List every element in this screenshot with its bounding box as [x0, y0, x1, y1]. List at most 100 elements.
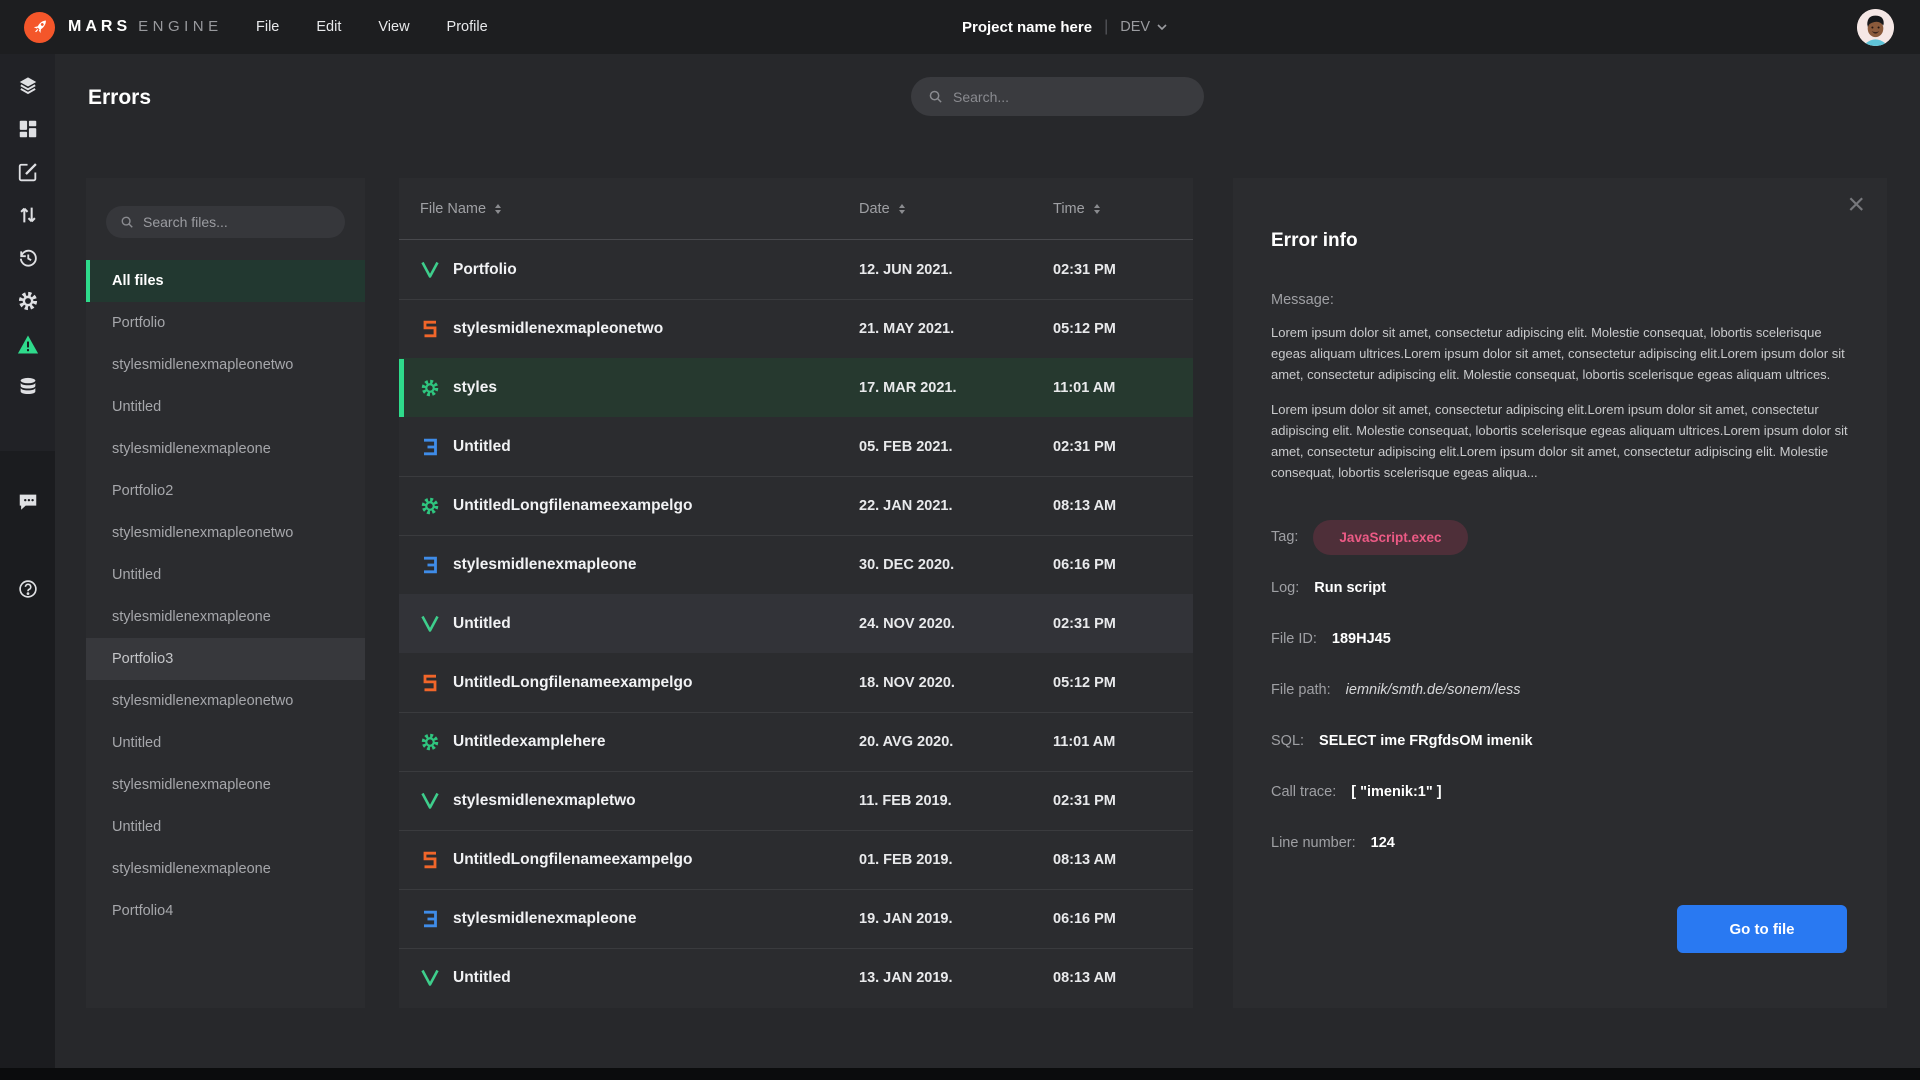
file-list-item[interactable]: stylesmidlenexmapleonetwo [86, 344, 365, 386]
menu-profile[interactable]: Profile [445, 13, 490, 41]
css-file-icon [420, 555, 440, 575]
file-list: All files Portfolio stylesmidlenexmapleo… [86, 260, 365, 932]
file-name: Untitled [453, 615, 511, 633]
table-row[interactable]: UntitledLongfilenameexampelgo 22. JAN 20… [399, 476, 1193, 535]
mars-rocket-logo-icon [24, 12, 55, 43]
file-time: 08:13 AM [1053, 852, 1116, 868]
sort-arrows-icon[interactable] [17, 204, 39, 226]
user-avatar[interactable] [1857, 9, 1894, 46]
global-search[interactable] [911, 77, 1204, 116]
file-list-item[interactable]: Untitled [86, 806, 365, 848]
html-file-icon [420, 319, 440, 339]
layers-icon[interactable] [17, 75, 39, 97]
sort-by-filename[interactable]: File Name [420, 201, 501, 217]
file-date: 17. MAR 2021. [859, 380, 957, 396]
table-row[interactable]: Untitled 13. JAN 2019. 08:13 AM [399, 948, 1193, 1007]
topbar: MARS ENGINE File Edit View Profile Proje… [0, 0, 1920, 54]
file-time: 08:13 AM [1053, 498, 1116, 514]
table-row[interactable]: styles 17. MAR 2021. 11:01 AM [399, 358, 1193, 417]
brand-name-bold: MARS [68, 18, 131, 36]
page-title: Errors [88, 86, 151, 110]
history-icon[interactable] [17, 247, 39, 269]
file-list-item[interactable]: Untitled [86, 722, 365, 764]
file-list-item[interactable]: Untitled [86, 554, 365, 596]
sort-icon [899, 204, 905, 214]
database-icon[interactable] [17, 376, 39, 398]
error-field-label: Line number: [1271, 835, 1356, 851]
table-row[interactable]: UntitledLongfilenameexampelgo 18. NOV 20… [399, 653, 1193, 712]
error-fields: Tag: JavaScript.exec Log: Run script Fil… [1271, 519, 1849, 861]
error-field-row: Log: Run script [1271, 570, 1849, 606]
file-time: 08:13 AM [1053, 970, 1116, 986]
column-header-time: Time [1053, 201, 1085, 217]
file-list-item[interactable]: Portfolio2 [86, 470, 365, 512]
go-to-file-button[interactable]: Go to file [1677, 905, 1847, 953]
file-list-item[interactable]: stylesmidlenexmapleone [86, 764, 365, 806]
chat-icon[interactable] [17, 491, 39, 513]
close-icon[interactable]: × [1847, 190, 1865, 220]
column-header-date: Date [859, 201, 890, 217]
vue-file-icon [420, 968, 440, 988]
sort-by-time[interactable]: Time [1053, 201, 1100, 217]
file-list-item-label: Portfolio [112, 315, 165, 331]
menu-view[interactable]: View [376, 13, 411, 41]
message-text: Lorem ipsum dolor sit amet, consectetur … [1271, 322, 1849, 483]
file-list-item-label: Untitled [112, 735, 161, 751]
message-paragraph: Lorem ipsum dolor sit amet, consectetur … [1271, 399, 1849, 483]
table-row[interactable]: Untitledexamplehere 20. AVG 2020. 11:01 … [399, 712, 1193, 771]
file-list-item[interactable]: stylesmidlenexmapleone [86, 596, 365, 638]
file-date: 12. JUN 2021. [859, 262, 953, 278]
help-icon[interactable] [17, 578, 39, 600]
table-row[interactable]: Untitled 24. NOV 2020. 02:31 PM [399, 594, 1193, 653]
file-list-item[interactable]: stylesmidlenexmapleone [86, 848, 365, 890]
chevron-down-icon [1157, 24, 1167, 30]
env-dropdown[interactable]: DEV [1120, 19, 1167, 35]
file-list-item-label: Portfolio3 [112, 651, 173, 667]
column-header-filename: File Name [420, 201, 486, 217]
file-list-item[interactable]: All files [86, 260, 365, 302]
file-list-item[interactable]: Untitled [86, 386, 365, 428]
settings-gear-icon[interactable] [17, 290, 39, 312]
file-list-item-label: All files [112, 273, 164, 289]
menu-edit[interactable]: Edit [314, 13, 343, 41]
edit-icon[interactable] [17, 161, 39, 183]
table-row[interactable]: Untitled 05. FEB 2021. 02:31 PM [399, 417, 1193, 476]
file-list-item[interactable]: stylesmidlenexmapleonetwo [86, 680, 365, 722]
errors-warning-icon[interactable] [17, 333, 39, 355]
table-row[interactable]: stylesmidlenexmapletwo 11. FEB 2019. 02:… [399, 771, 1193, 830]
project-switcher: Project name here | DEV [962, 0, 1167, 54]
error-info-panel: × Error info Message: Lorem ipsum dolor … [1233, 178, 1887, 1008]
error-field-label: File ID: [1271, 631, 1317, 647]
icon-rail-top [0, 54, 55, 451]
search-icon [928, 89, 943, 104]
file-name: UntitledLongfilenameexampelgo [453, 851, 692, 869]
table-row[interactable]: stylesmidlenexmapleonetwo 21. MAY 2021. … [399, 299, 1193, 358]
search-icon [120, 215, 134, 229]
file-date: 20. AVG 2020. [859, 734, 953, 750]
error-field-value: 189HJ45 [1332, 631, 1391, 647]
table-header: File Name Date Time [399, 178, 1193, 240]
file-date: 30. DEC 2020. [859, 557, 954, 573]
file-list-item[interactable]: stylesmidlenexmapleonetwo [86, 512, 365, 554]
sort-by-date[interactable]: Date [859, 201, 905, 217]
files-search[interactable] [106, 206, 345, 238]
file-list-item[interactable]: Portfolio [86, 302, 365, 344]
table-row[interactable]: Portfolio 12. JUN 2021. 02:31 PM [399, 240, 1193, 299]
files-panel: All files Portfolio stylesmidlenexmapleo… [86, 178, 365, 1008]
file-list-item[interactable]: Portfolio3 [86, 638, 365, 680]
error-field-row: Call trace: [ "imenik:1" ] [1271, 774, 1849, 810]
table-row[interactable]: UntitledLongfilenameexampelgo 01. FEB 20… [399, 830, 1193, 889]
file-time: 02:31 PM [1053, 793, 1116, 809]
table-row[interactable]: stylesmidlenexmapleone 19. JAN 2019. 06:… [399, 889, 1193, 948]
file-time: 05:12 PM [1053, 675, 1116, 691]
file-list-item[interactable]: stylesmidlenexmapleone [86, 428, 365, 470]
file-list-item-label: stylesmidlenexmapleone [112, 777, 271, 793]
file-time: 11:01 AM [1053, 734, 1115, 750]
file-list-item[interactable]: Portfolio4 [86, 890, 365, 932]
errors-table: File Name Date Time [399, 178, 1193, 1008]
files-search-input[interactable] [143, 214, 331, 230]
global-search-input[interactable] [953, 89, 1187, 105]
table-row[interactable]: stylesmidlenexmapleone 30. DEC 2020. 06:… [399, 535, 1193, 594]
dashboard-icon[interactable] [17, 118, 39, 140]
menu-file[interactable]: File [254, 13, 281, 41]
